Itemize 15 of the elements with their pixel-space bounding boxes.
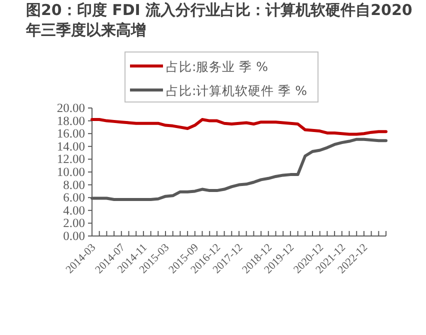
y-tick-label: 18.00 <box>56 114 85 128</box>
y-tick-label: 4.00 <box>63 203 85 218</box>
legend-label: 占比:计算机软硬件 季 % <box>166 83 308 98</box>
y-tick-label: 12.00 <box>56 152 85 166</box>
chart-title: 图20：印度 FDI 流入分行业占比：计算机软硬件自2020 年三季度以来高增 <box>26 0 414 40</box>
line-series <box>90 118 388 136</box>
y-tick-label: 20.00 <box>56 101 85 115</box>
y-tick-label: 8.00 <box>63 178 85 192</box>
y-tick-label: 6.00 <box>63 190 85 205</box>
y-tick-label: 14.00 <box>56 139 85 154</box>
y-tick-label: 16.00 <box>56 126 85 141</box>
y-tick-label: 10.00 <box>56 165 85 179</box>
y-tick-label: 0.00 <box>63 229 85 243</box>
legend-label: 占比:服务业 季 % <box>166 59 268 74</box>
y-tick-label: 2.00 <box>63 216 85 230</box>
